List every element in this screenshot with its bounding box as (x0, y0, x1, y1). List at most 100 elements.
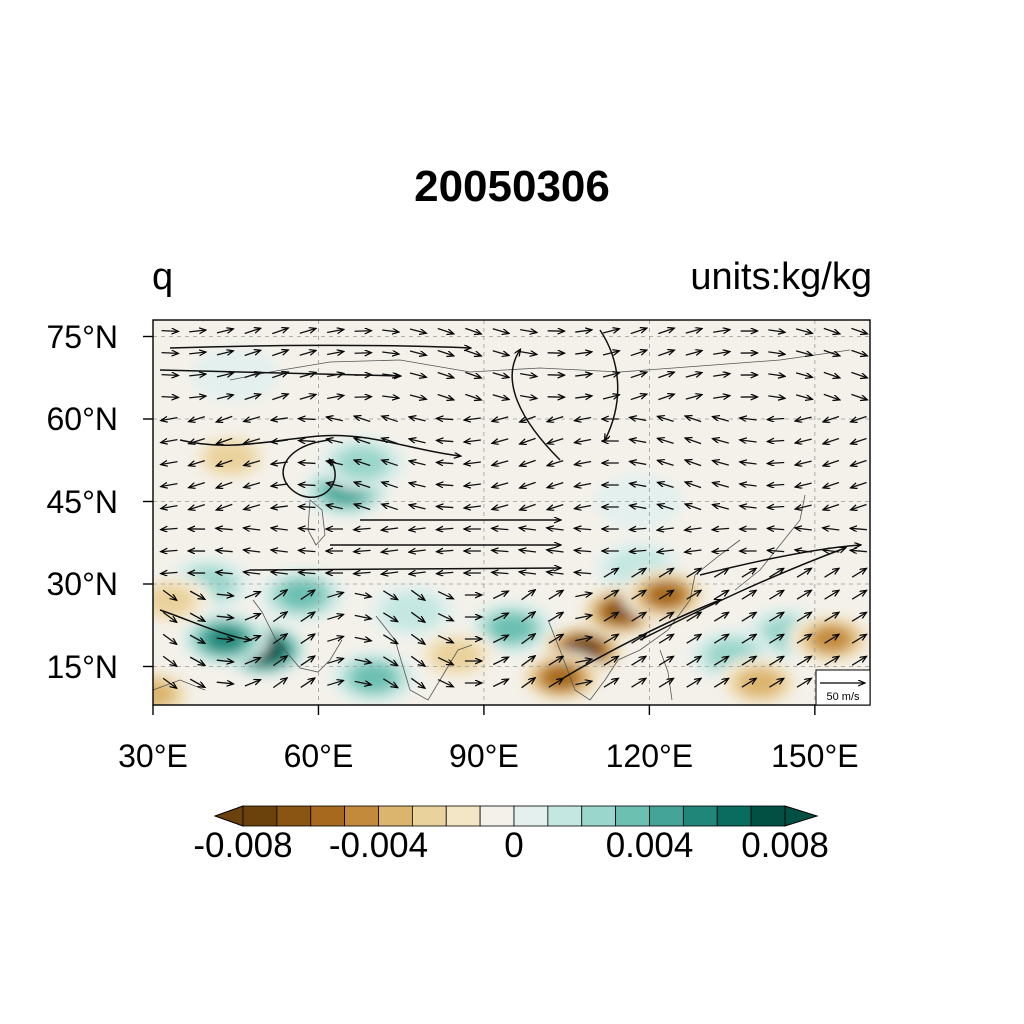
wind-vector-23 (796, 679, 811, 688)
wind-vector-112 (383, 590, 397, 599)
wind-vector-143 (520, 572, 537, 574)
wind-vector-325 (520, 415, 536, 421)
wind-vector-422 (327, 330, 343, 333)
wind-vector-163 (355, 550, 371, 551)
wind-vector-206 (823, 528, 840, 530)
wind-vector-106 (216, 594, 233, 596)
wind-vector-241 (355, 482, 371, 489)
wind-vector-32 (327, 659, 342, 664)
wind-vector-68 (603, 635, 618, 644)
wind-vector-263 (245, 460, 261, 465)
wind-vector-104 (162, 589, 176, 599)
wind-vector-420 (272, 328, 287, 335)
wind-vector-374 (437, 371, 453, 377)
wind-vector-441 (851, 327, 866, 333)
wind-vector-218 (437, 506, 454, 507)
wind-vector-248 (548, 481, 564, 488)
wind-vector-303 (630, 440, 647, 443)
wind-vector-389 (851, 371, 866, 377)
wind-vector-432 (602, 329, 618, 333)
wind-vector-215 (355, 504, 371, 511)
wind-vector-237 (245, 482, 261, 487)
wind-vector-126 (769, 591, 783, 600)
colorbar-swatch-6 (445, 805, 481, 827)
colorbar-swatch-7 (479, 805, 515, 827)
wind-vector-367 (244, 373, 260, 379)
colorbar-label: -0.004 (328, 826, 429, 865)
wind-vector-118 (548, 591, 563, 600)
wind-vector-2 (216, 682, 233, 684)
anomaly-blob-6-4 (352, 663, 395, 692)
wind-vector-348 (437, 393, 453, 399)
lat-tick-label: 15°N (46, 648, 119, 685)
wind-vector-100 (769, 613, 783, 622)
wind-vector-262 (217, 459, 233, 465)
wind-vector-165 (410, 550, 426, 552)
wind-vector-197 (575, 528, 592, 529)
wind-vector-132 (217, 572, 233, 573)
wind-vector-60 (383, 634, 397, 643)
wind-vector-148 (658, 569, 673, 578)
wind-vector-52 (162, 633, 176, 643)
wind-vector-258 (824, 481, 840, 487)
wind-vector-62 (437, 634, 452, 643)
wind-vector-168 (492, 550, 509, 551)
wind-vector-208 (162, 506, 178, 509)
wind-vector-399 (409, 350, 426, 355)
wind-vector-20 (713, 679, 728, 688)
streamline-siberia-wave (179, 434, 460, 456)
wind-vector-87 (410, 611, 424, 621)
wind-vector-166 (437, 550, 454, 551)
wind-vector-189 (355, 528, 371, 529)
wind-vector-138 (382, 572, 399, 574)
wind-vector-410 (713, 352, 729, 355)
wind-vector-238 (272, 484, 288, 486)
wind-vector-16 (603, 679, 618, 688)
wind-vector-117 (521, 590, 535, 601)
wind-vector-36 (437, 656, 452, 665)
wind-vector-130 (162, 572, 178, 573)
wind-vector-3 (244, 680, 260, 687)
wind-vector-417 (189, 330, 205, 332)
wind-vector-119 (575, 593, 591, 596)
wind-vector-93 (575, 615, 591, 618)
wind-vector-86 (383, 612, 397, 621)
wind-vector-408 (658, 350, 673, 357)
colorbar-swatch-14 (716, 805, 752, 827)
wind-vector-364 (161, 375, 178, 376)
wind-vector-164 (382, 550, 399, 552)
wind-vector-147 (631, 569, 646, 578)
wind-vector-219 (465, 506, 481, 508)
wind-vector-75 (796, 635, 811, 644)
wind-vector-155 (851, 569, 866, 578)
wind-vector-243 (410, 483, 426, 488)
wind-vector-76 (824, 635, 839, 644)
wind-vector-295 (410, 439, 426, 444)
reference-vector-box: 50 m/s (815, 669, 871, 706)
wind-vector-129 (851, 591, 866, 600)
wind-vector-6 (327, 681, 342, 686)
wind-vector-318 (327, 417, 343, 421)
wind-vector-418 (216, 329, 233, 333)
wind-vector-158 (217, 550, 233, 551)
wind-vector-103 (851, 613, 866, 622)
wind-vector-150 (713, 569, 728, 578)
wind-vector-236 (217, 481, 233, 487)
wind-vector-222 (548, 503, 564, 510)
wind-vector-419 (244, 329, 260, 335)
wind-vector-29 (244, 658, 260, 665)
wind-vector-405 (575, 352, 591, 354)
wind-vector-317 (299, 419, 316, 420)
wind-vector-351 (520, 396, 536, 399)
wind-vector-81 (244, 614, 260, 621)
wind-vector-240 (327, 483, 343, 487)
wind-vector-341 (244, 395, 260, 401)
coastline-caspian (307, 499, 326, 546)
wind-vector-231 (796, 505, 812, 509)
wind-vector-233 (851, 503, 867, 509)
colorbar (213, 805, 819, 827)
wind-vector-140 (437, 572, 454, 573)
wind-vector-161 (299, 550, 316, 551)
wind-vector-281 (741, 462, 757, 464)
